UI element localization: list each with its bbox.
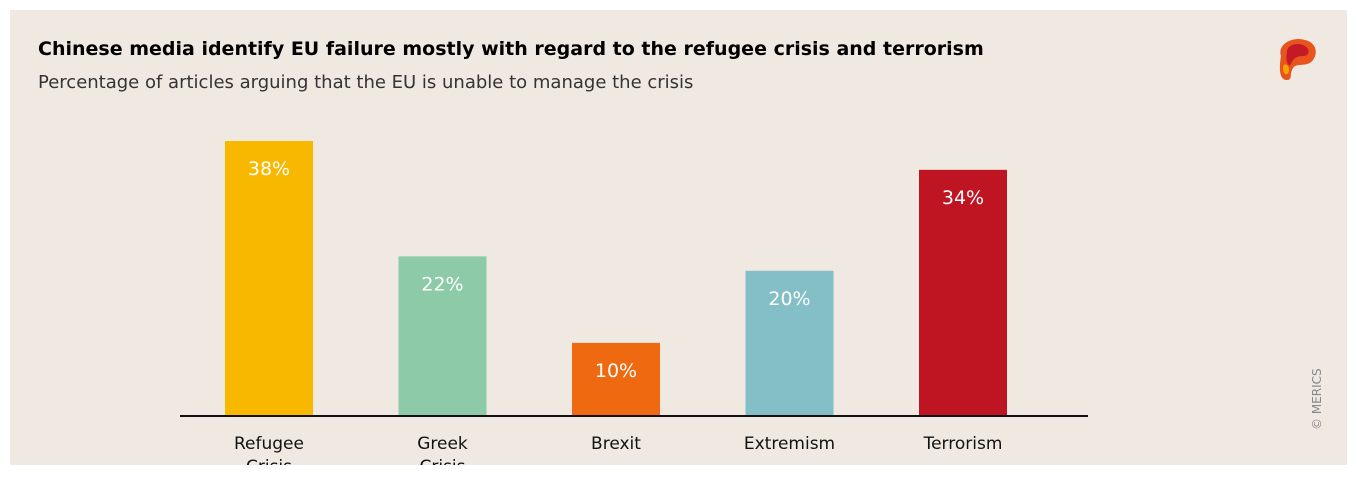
- bar-chart: 38% Refugee Crisis 22% Greek Crisis 10% Brexit 2…: [180, 141, 1088, 465]
- bar-4: [919, 169, 1007, 415]
- value-label: 20%: [768, 288, 810, 310]
- value-label: 34%: [942, 187, 984, 209]
- bar-2: [572, 342, 660, 415]
- bar-0: [225, 141, 313, 415]
- category-label: Greek: [417, 434, 468, 454]
- value-label: 10%: [595, 360, 637, 382]
- chart-panel: Chinese media identify EU failure mostly…: [10, 10, 1347, 465]
- category-label: Brexit: [591, 434, 641, 454]
- category-label: Refugee: [234, 434, 304, 454]
- bar-1: [398, 256, 487, 415]
- value-label: 22%: [421, 273, 463, 295]
- merics-logo-icon: [1279, 38, 1316, 80]
- category-label: Crisis: [246, 457, 292, 465]
- category-label: Terrorism: [923, 434, 1003, 454]
- category-label: Extremism: [744, 434, 835, 454]
- chart-title: Chinese media identify EU failure mostly…: [38, 38, 984, 60]
- bar-3: [745, 270, 834, 415]
- category-label: Crisis: [419, 457, 465, 465]
- value-label: 38%: [248, 158, 290, 180]
- chart-subtitle: Percentage of articles arguing that the …: [38, 72, 694, 93]
